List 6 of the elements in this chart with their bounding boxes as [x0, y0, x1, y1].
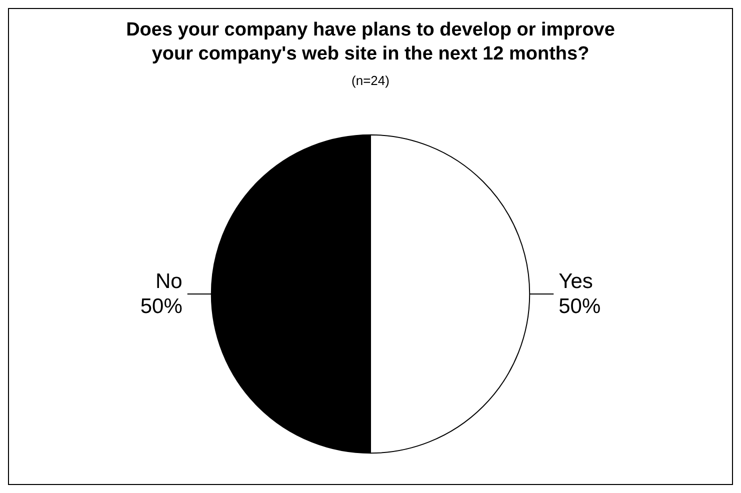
data-label: 50%	[140, 295, 182, 318]
slice-label: Yes	[558, 270, 593, 293]
chart-title: Does your company have plans to develop or improve your company's web site in the next 12 months?	[126, 20, 615, 64]
data-label: 50%	[558, 295, 601, 318]
chart-subtitle: (n=24)	[352, 73, 390, 88]
slice-label: No	[156, 270, 182, 293]
